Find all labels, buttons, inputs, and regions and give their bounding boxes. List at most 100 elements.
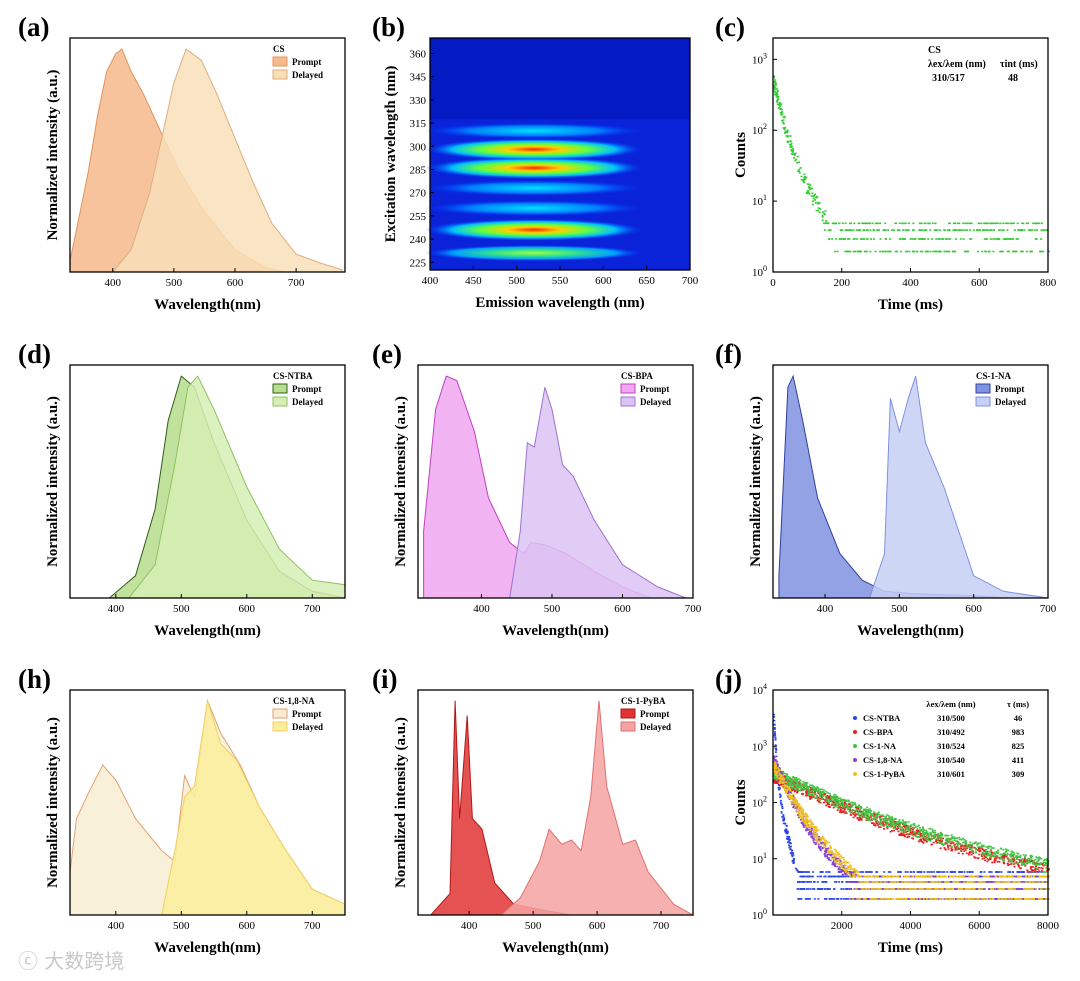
data-point [865,812,868,814]
data-point [1005,854,1008,857]
data-point [929,839,932,842]
data-point [866,222,869,225]
legend-label-prompt: Prompt [292,384,321,394]
data-point [774,82,777,84]
data-point [822,794,825,797]
data-point [1041,867,1044,870]
data-point [834,881,836,883]
data-point [810,195,813,197]
data-point [833,797,836,799]
data-point [813,898,816,900]
y-tick-label: 330 [410,95,427,107]
data-point [1002,898,1005,900]
data-point [998,238,1001,240]
data-point [963,888,965,890]
data-point [821,795,824,798]
data-point [838,857,841,860]
data-point [956,842,959,845]
data-point [904,888,907,890]
data-point [881,814,884,816]
data-point [797,816,800,819]
data-point [853,250,855,253]
data-point [908,833,911,835]
data-point [796,791,799,794]
data-point [978,847,980,850]
data-point [855,870,858,872]
data-point [799,782,802,784]
data-point [859,875,862,878]
data-point [778,787,781,789]
data-point [812,796,815,798]
data-point [911,238,914,240]
data-point [991,875,994,878]
data-point [802,783,805,785]
data-point [798,881,801,883]
data-point [773,86,776,89]
data-point [987,852,990,855]
x-axis-label: Wavelength(nm) [502,623,609,639]
data-point [1030,875,1033,878]
data-point [888,823,891,826]
legend-label-delayed: Delayed [995,397,1026,407]
data-point [1040,871,1043,873]
heatmap-band-ex-310 [424,122,644,139]
data-point [806,871,809,873]
data-point [860,813,863,815]
data-point [841,857,843,859]
data-point [876,815,879,818]
data-point [859,229,862,231]
data-point [998,871,1001,873]
data-point [922,827,925,830]
data-point [920,839,922,842]
y-axis-label: Normalized intensity (a.u.) [393,396,409,567]
data-point [1012,852,1015,854]
data-point [933,834,936,837]
data-point [953,888,956,890]
data-point [839,799,842,801]
data-point [1028,871,1031,873]
data-point [1037,863,1040,866]
data-point [983,875,986,878]
data-point [820,842,823,845]
data-point [987,850,990,853]
data-point [1006,857,1009,859]
data-point [812,830,815,832]
data-point [946,844,949,847]
data-point [983,881,986,883]
data-point [955,840,958,842]
data-point [996,871,999,873]
data-point [983,888,986,890]
data-point [920,829,923,831]
data-point [832,857,835,860]
plot-area [69,48,343,273]
data-point [877,222,880,225]
data-point [832,795,835,798]
data-point [1043,229,1046,231]
data-point [919,229,922,231]
data-point [1022,854,1025,856]
data-point [815,209,818,212]
data-point [788,847,791,849]
data-point [959,838,962,841]
data-point [870,822,873,824]
data-point [968,846,971,848]
data-point [910,833,913,835]
data-point [909,832,912,834]
data-point [796,787,799,790]
data-point [824,847,827,850]
data-point [1002,853,1004,856]
data-point [794,807,797,810]
data-point [895,222,898,225]
data-point [844,803,847,806]
data-point [778,784,781,787]
data-point [834,856,837,858]
data-point [1021,881,1024,883]
data-point [1012,888,1015,890]
data-point [963,871,966,873]
data-point [869,814,872,816]
data-point [851,805,853,808]
data-point [1010,851,1013,853]
data-point [825,222,828,225]
data-point [851,804,854,806]
data-point [831,863,834,866]
